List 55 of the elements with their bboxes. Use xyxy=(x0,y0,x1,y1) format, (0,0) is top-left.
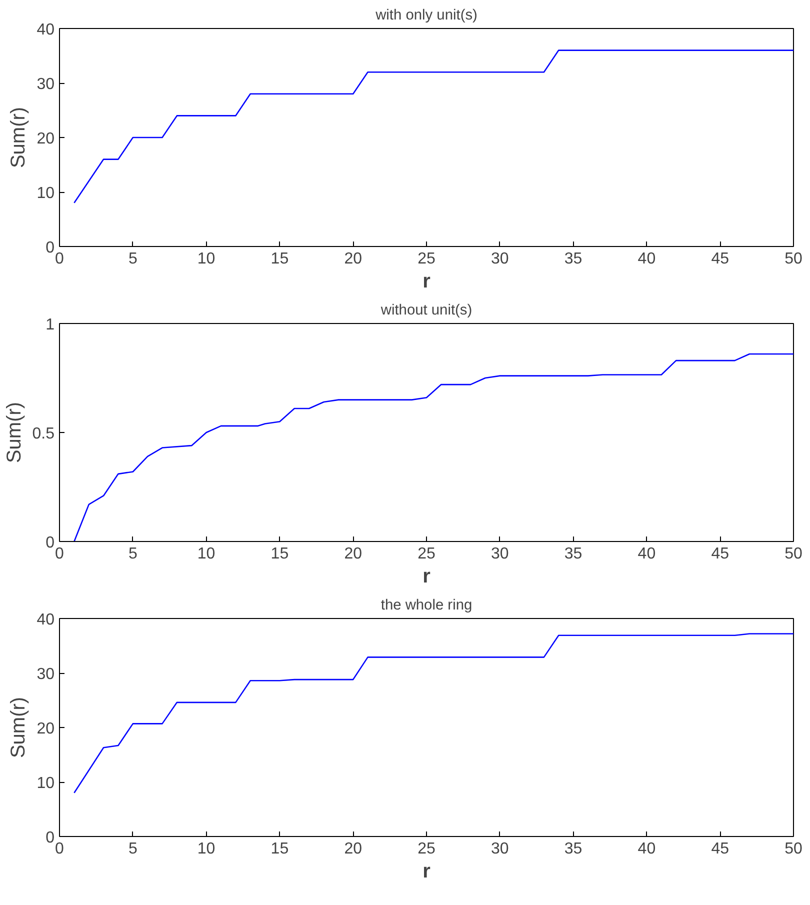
x-tick-label: 35 xyxy=(564,546,582,562)
x-tick-label: 50 xyxy=(784,250,802,268)
x-tick-label: 15 xyxy=(270,840,289,858)
y-axis-title: Sum(r) xyxy=(8,696,30,758)
chart-title: without unit(s) xyxy=(380,302,472,318)
x-tick-label: 40 xyxy=(638,250,656,268)
x-tick-label: 5 xyxy=(128,840,138,858)
x-tick-label: 10 xyxy=(197,250,216,268)
x-tick-label: 25 xyxy=(418,250,436,268)
x-tick-label: 45 xyxy=(711,840,730,858)
y-tick-label: 0.5 xyxy=(32,426,55,442)
x-tick-label: 35 xyxy=(564,250,582,268)
x-tick-label: 5 xyxy=(128,250,138,268)
x-tick-label: 50 xyxy=(784,546,802,562)
y-tick-label: 30 xyxy=(36,76,55,93)
x-tick-label: 20 xyxy=(344,546,362,562)
x-tick-label: 15 xyxy=(270,546,289,562)
chart-title: the whole ring xyxy=(380,598,472,614)
x-tick-label: 25 xyxy=(418,546,436,562)
x-tick-label: 25 xyxy=(418,840,436,858)
x-tick-label: 30 xyxy=(491,546,509,562)
y-tick-label: 30 xyxy=(36,666,55,683)
y-tick-label: 10 xyxy=(36,775,55,792)
x-tick-label: 40 xyxy=(638,546,656,562)
x-axis-title: r xyxy=(422,270,431,292)
x-tick-label: 30 xyxy=(491,840,509,858)
x-tick-label: 20 xyxy=(344,840,362,858)
y-axis-title: Sum(r) xyxy=(3,402,26,464)
x-axis-title: r xyxy=(422,860,431,882)
y-tick-label: 0 xyxy=(46,830,55,846)
x-tick-label: 45 xyxy=(711,546,730,562)
x-axis-title: r xyxy=(422,566,431,588)
y-tick-label: 40 xyxy=(36,22,55,38)
x-tick-label: 40 xyxy=(638,840,656,858)
y-tick-label: 0 xyxy=(46,534,55,552)
y-tick-label: 1 xyxy=(46,316,55,334)
line-series xyxy=(74,633,794,794)
x-tick-label: 15 xyxy=(270,250,289,268)
line-series xyxy=(74,50,794,204)
y-tick-label: 10 xyxy=(36,185,55,202)
line-series xyxy=(74,353,794,542)
y-tick-label: 40 xyxy=(36,612,55,628)
y-tick-label: 20 xyxy=(36,720,55,738)
y-tick-label: 0 xyxy=(46,240,55,256)
x-tick-label: 35 xyxy=(564,840,582,858)
x-tick-label: 45 xyxy=(711,250,730,268)
chart-title: with only unit(s) xyxy=(374,8,478,24)
x-tick-label: 10 xyxy=(197,840,216,858)
y-axis-title: Sum(r) xyxy=(8,106,30,168)
x-tick-label: 30 xyxy=(491,250,509,268)
x-tick-label: 20 xyxy=(344,250,362,268)
y-tick-label: 20 xyxy=(36,130,55,148)
x-tick-label: 10 xyxy=(197,546,216,562)
x-tick-label: 50 xyxy=(784,840,802,858)
x-tick-label: 5 xyxy=(128,546,138,562)
